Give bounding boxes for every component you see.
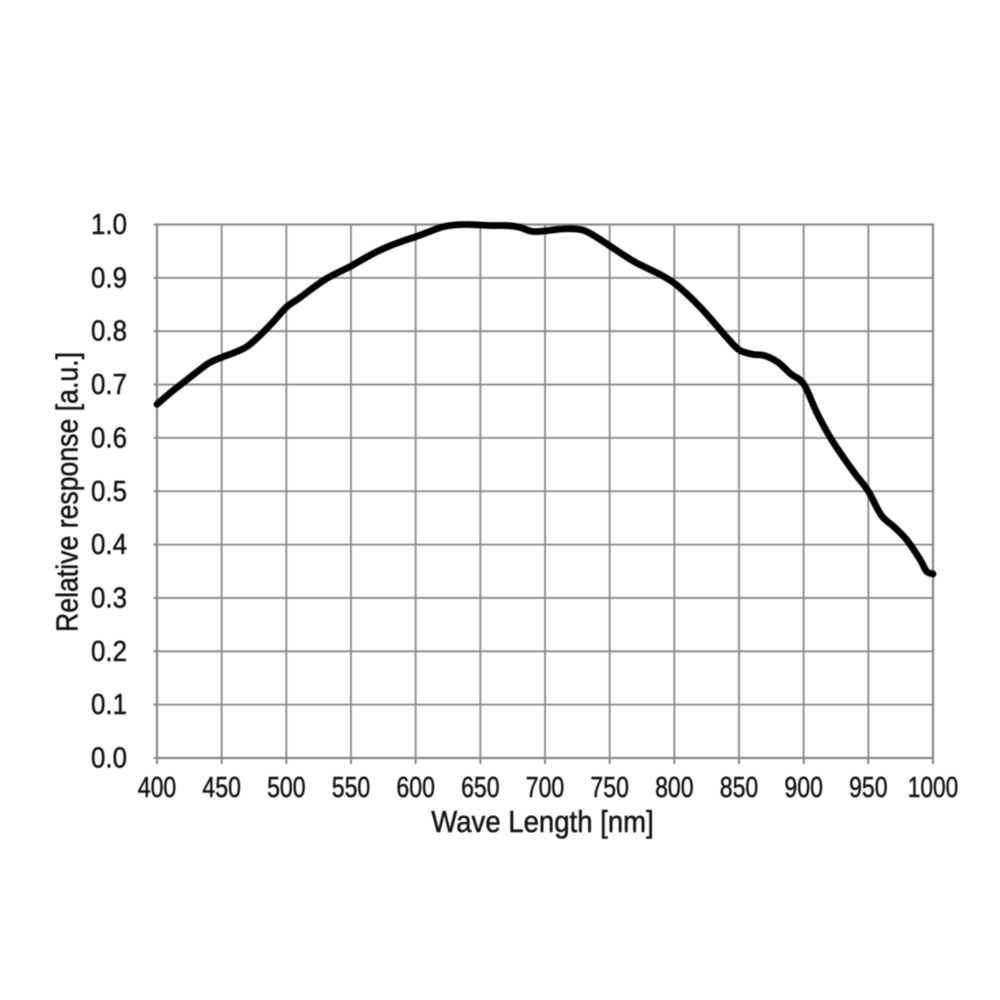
y-tick-label: 0.9 bbox=[91, 262, 127, 294]
x-tick-label: 550 bbox=[332, 772, 371, 804]
x-tick-label: 650 bbox=[461, 772, 500, 804]
x-axis-title: Wave Length [nm] bbox=[431, 805, 654, 839]
x-tick-label: 600 bbox=[396, 772, 435, 804]
x-tick-label: 500 bbox=[267, 772, 306, 804]
x-tick-label: 750 bbox=[590, 772, 629, 804]
y-tick-label: 0.3 bbox=[91, 582, 127, 614]
x-tick-label: 700 bbox=[526, 772, 565, 804]
y-tick-label: 0.1 bbox=[91, 689, 127, 721]
y-tick-label: 1.0 bbox=[91, 209, 127, 241]
x-tick-label: 850 bbox=[720, 772, 759, 804]
grid bbox=[157, 224, 933, 758]
x-tick-label: 900 bbox=[784, 772, 823, 804]
x-tick-label: 450 bbox=[202, 772, 241, 804]
y-tick-labels: 0.0 0.1 0.2 0.3 0.4 0.5 0.6 0.7 0.8 0.9 1.0 bbox=[91, 209, 128, 775]
y-tick-label: 0.8 bbox=[91, 316, 127, 348]
y-tick-label: 0.5 bbox=[91, 476, 127, 508]
y-tick-label: 0.7 bbox=[91, 369, 127, 401]
y-axis-title: Relative response [a.u.] bbox=[51, 352, 85, 632]
series-layer bbox=[153, 221, 937, 578]
x-tick-label: 800 bbox=[655, 772, 694, 804]
y-tick-label: 0.6 bbox=[91, 422, 127, 454]
y-tick-label: 0.4 bbox=[91, 529, 127, 561]
y-tick-label: 0.2 bbox=[91, 636, 127, 668]
x-tick-labels: 400 450 500 550 600 650 700 750 800 850 900 950 1000 bbox=[138, 772, 959, 805]
x-tick-label: 400 bbox=[138, 772, 177, 804]
x-tick-label: 1000 bbox=[908, 772, 959, 804]
response-curve bbox=[153, 221, 937, 578]
axis-ticks bbox=[153, 223, 934, 764]
x-tick-label: 950 bbox=[849, 772, 888, 804]
plot-frame bbox=[155, 223, 935, 760]
y-tick-label: 0.0 bbox=[91, 743, 127, 775]
